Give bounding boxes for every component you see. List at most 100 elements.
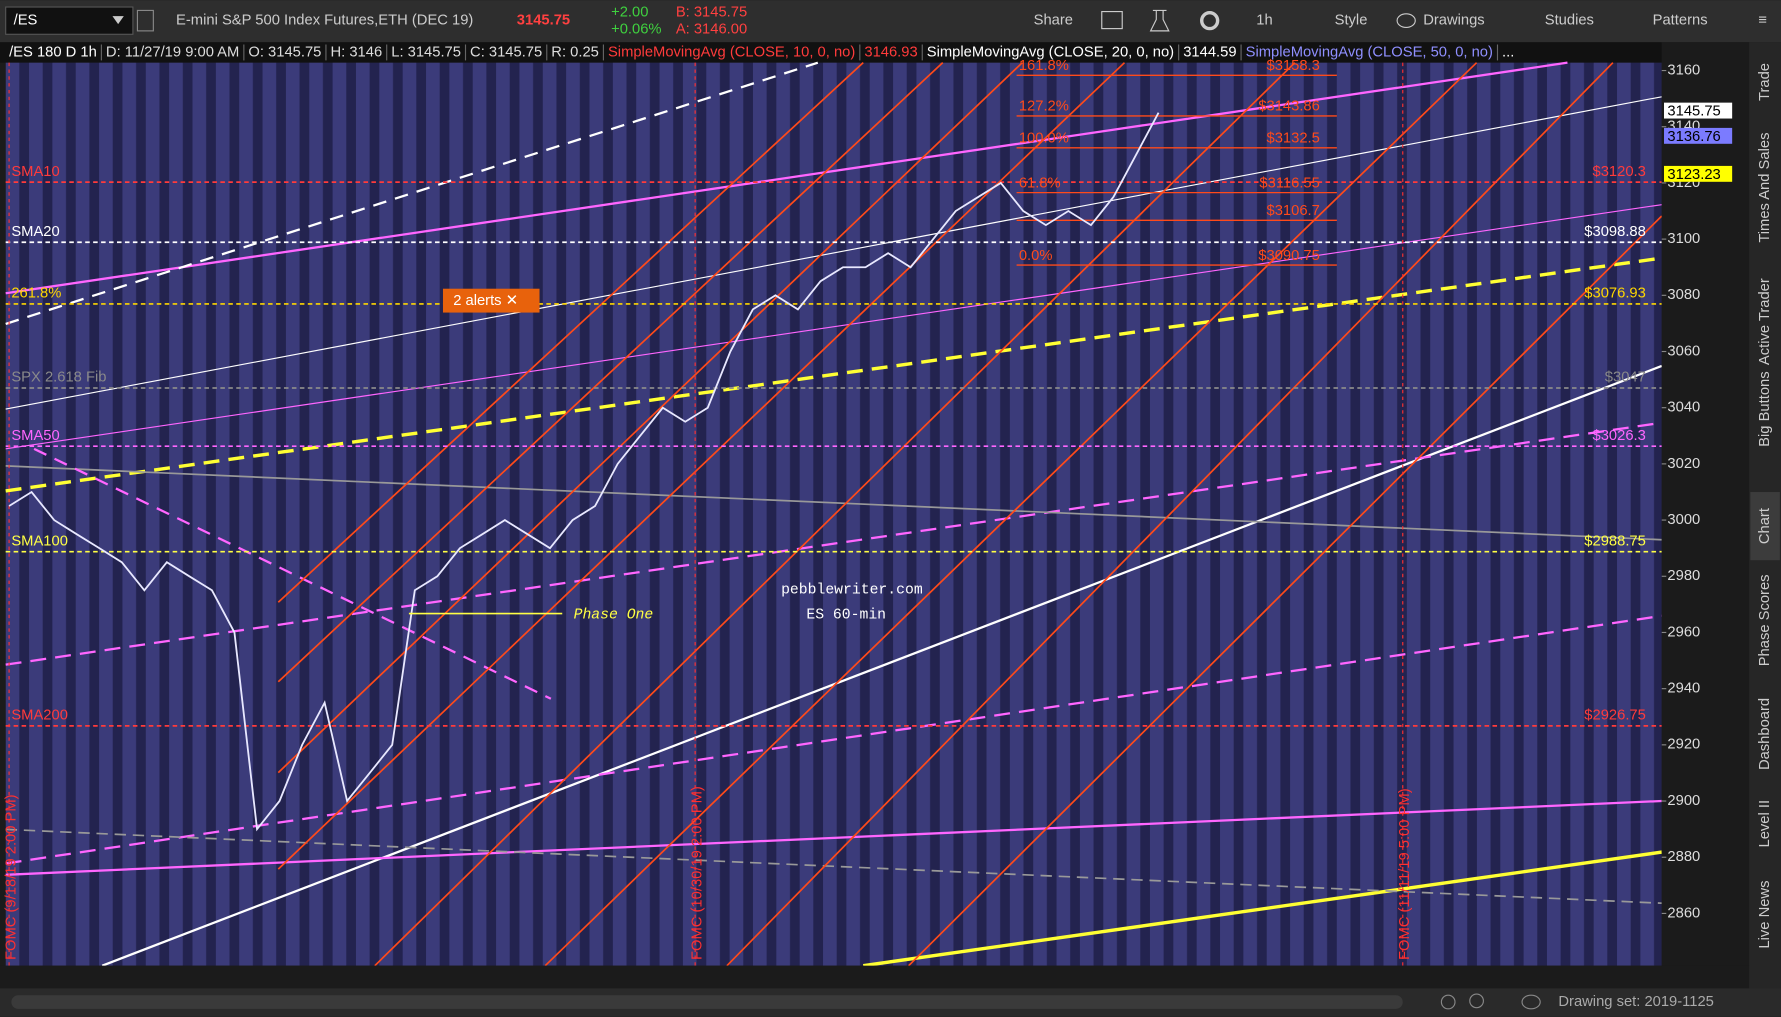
info-item: D: 11/27/19 9:00 AM <box>106 44 239 60</box>
level-label: $3026.3 <box>1593 428 1646 444</box>
level-name: 261.8% <box>11 286 61 302</box>
symbol-box[interactable] <box>5 6 134 35</box>
link-icon[interactable] <box>136 9 154 32</box>
level-label: $3076.93 <box>1584 286 1646 302</box>
fib-price: $3116.55 <box>1259 175 1319 191</box>
fib-label: 100.0% <box>1019 131 1069 147</box>
y-tick-label: 2980 <box>1667 568 1700 584</box>
last-price: 3145.75 <box>517 13 570 29</box>
side-tab[interactable]: Trade <box>1757 63 1773 101</box>
y-tick-label: 3040 <box>1667 400 1700 416</box>
info-item: C: 3145.75 <box>470 44 542 60</box>
drawing-set-icon[interactable] <box>1521 994 1541 1010</box>
studies-button[interactable]: Studies <box>1545 13 1594 29</box>
side-tab[interactable]: Big Buttons <box>1757 371 1773 446</box>
info-item: SimpleMovingAvg (CLOSE, 10, 0, no) <box>608 44 855 60</box>
trend-lines <box>5 61 1663 968</box>
y-tick-label: 2940 <box>1667 681 1700 697</box>
fib-price: $3132.5 <box>1267 131 1320 147</box>
timeframe-button[interactable]: 1h <box>1256 13 1272 29</box>
fomc-label: FOMC (9/18/19 2:00 PM) <box>3 794 19 960</box>
price-flag-label: 3136.76 <box>1667 129 1720 145</box>
info-item: 3146.93 <box>864 44 917 60</box>
side-tab[interactable]: Chart <box>1757 508 1773 544</box>
style-button[interactable]: Style <box>1335 13 1368 29</box>
description: E-mini S&P 500 Index Futures,ETH (DEC 19… <box>176 13 473 29</box>
side-tab[interactable]: Active Trader <box>1757 278 1773 365</box>
price-flag <box>1664 102 1733 119</box>
drawings-icon[interactable] <box>1396 13 1416 29</box>
drawing-set: Drawing set: 2019-1125 <box>1558 994 1714 1010</box>
level-name: SMA20 <box>11 224 59 240</box>
symbol[interactable]: /ES <box>14 13 38 29</box>
level-label: $2988.75 <box>1584 533 1646 549</box>
drawings-button[interactable]: Drawings <box>1423 13 1484 29</box>
grid-icon[interactable] <box>1101 11 1123 30</box>
crosshair-icon[interactable] <box>1440 994 1456 1010</box>
info-bar <box>0 42 1662 63</box>
y-tick-label: 3080 <box>1667 287 1700 303</box>
fomc-label: FOMC (11/11/19 5:00 PM) <box>1397 788 1413 960</box>
fib-label: 61.8% <box>1019 175 1061 191</box>
y-tick-label: 3000 <box>1667 512 1700 528</box>
price-axis <box>1661 42 1750 966</box>
price-flag-label: 3123.23 <box>1667 167 1720 183</box>
info-item: ... <box>1502 44 1514 60</box>
fib-price: $3158.3 <box>1267 58 1320 74</box>
flask-icon[interactable] <box>1149 9 1170 32</box>
bid: B: 3145.75 <box>676 5 747 21</box>
y-tick-label: 2880 <box>1667 849 1700 865</box>
side-tab[interactable]: Dashboard <box>1757 698 1773 770</box>
fib-price: $3090.75 <box>1258 248 1320 264</box>
settings-icon[interactable] <box>1200 11 1220 31</box>
level-name: SMA50 <box>11 428 59 444</box>
info-item: SimpleMovingAvg (CLOSE, 20, 0, no) <box>927 44 1174 60</box>
level-name: SMA200 <box>11 708 68 724</box>
level-name: SPX 2.618 Fib <box>11 370 106 386</box>
zoom-icon[interactable] <box>1469 993 1484 1009</box>
side-tab[interactable]: Level II <box>1757 800 1773 848</box>
info-item: H: 3146 <box>330 44 382 60</box>
y-tick-label: 3160 <box>1667 62 1700 78</box>
fib-label: 127.2% <box>1019 99 1069 115</box>
y-tick-label: 2960 <box>1667 624 1700 640</box>
date-axis <box>0 965 1750 989</box>
alerts-badge[interactable] <box>442 288 540 313</box>
info-item: R: 0.25 <box>551 44 599 60</box>
menu-icon[interactable]: ≡ <box>1758 13 1767 29</box>
side-tabs: Trade Times And Sales Active Trader Big But… <box>1750 63 1780 949</box>
level-name: SMA100 <box>11 533 68 549</box>
price-line <box>8 112 1160 832</box>
change: +2.00 <box>611 5 648 21</box>
y-tick-label: 2920 <box>1667 737 1700 753</box>
level-label: $3047 <box>1605 370 1646 386</box>
toolbar <box>0 0 1781 43</box>
fib-label: 0.0% <box>1019 248 1053 264</box>
level-label: $2926.75 <box>1584 708 1646 724</box>
alerts-text: 2 alerts ✕ <box>453 293 518 309</box>
patterns-button[interactable]: Patterns <box>1653 13 1708 29</box>
side-tab[interactable]: Phase Scores <box>1757 574 1773 666</box>
y-tick-label: 2900 <box>1667 793 1700 809</box>
level-label: $3120.3 <box>1593 164 1646 180</box>
price-flag-label: 3145.75 <box>1667 104 1720 120</box>
fib-price: $3143.86 <box>1258 99 1320 115</box>
scrollbar[interactable] <box>11 995 1403 1009</box>
dropdown-icon[interactable] <box>112 16 124 25</box>
fib-price: $3106.7 <box>1267 203 1320 219</box>
level-name: SMA10 <box>11 164 59 180</box>
side-tab[interactable]: Live News <box>1757 881 1773 949</box>
subtitle-label: ES 60-min <box>806 608 886 624</box>
y-tick-label: 3100 <box>1667 231 1700 247</box>
level-label: $3098.88 <box>1584 224 1646 240</box>
share-button[interactable]: Share <box>1034 13 1073 29</box>
phase-label: Phase One <box>574 608 654 624</box>
info-item: 3144.59 <box>1183 44 1236 60</box>
fomc-label: FOMC (10/30/19 2:00 PM) <box>689 786 705 960</box>
info-bar-items: /ES 180 D 1h D: 11/27/19 9:00 AM O: 3145.7… <box>9 44 1514 61</box>
site-label: pebblewriter.com <box>781 583 923 599</box>
price-flag <box>1664 127 1733 144</box>
fib-label: 161.8% <box>1019 58 1069 74</box>
side-tab[interactable]: Times And Sales <box>1757 133 1773 243</box>
